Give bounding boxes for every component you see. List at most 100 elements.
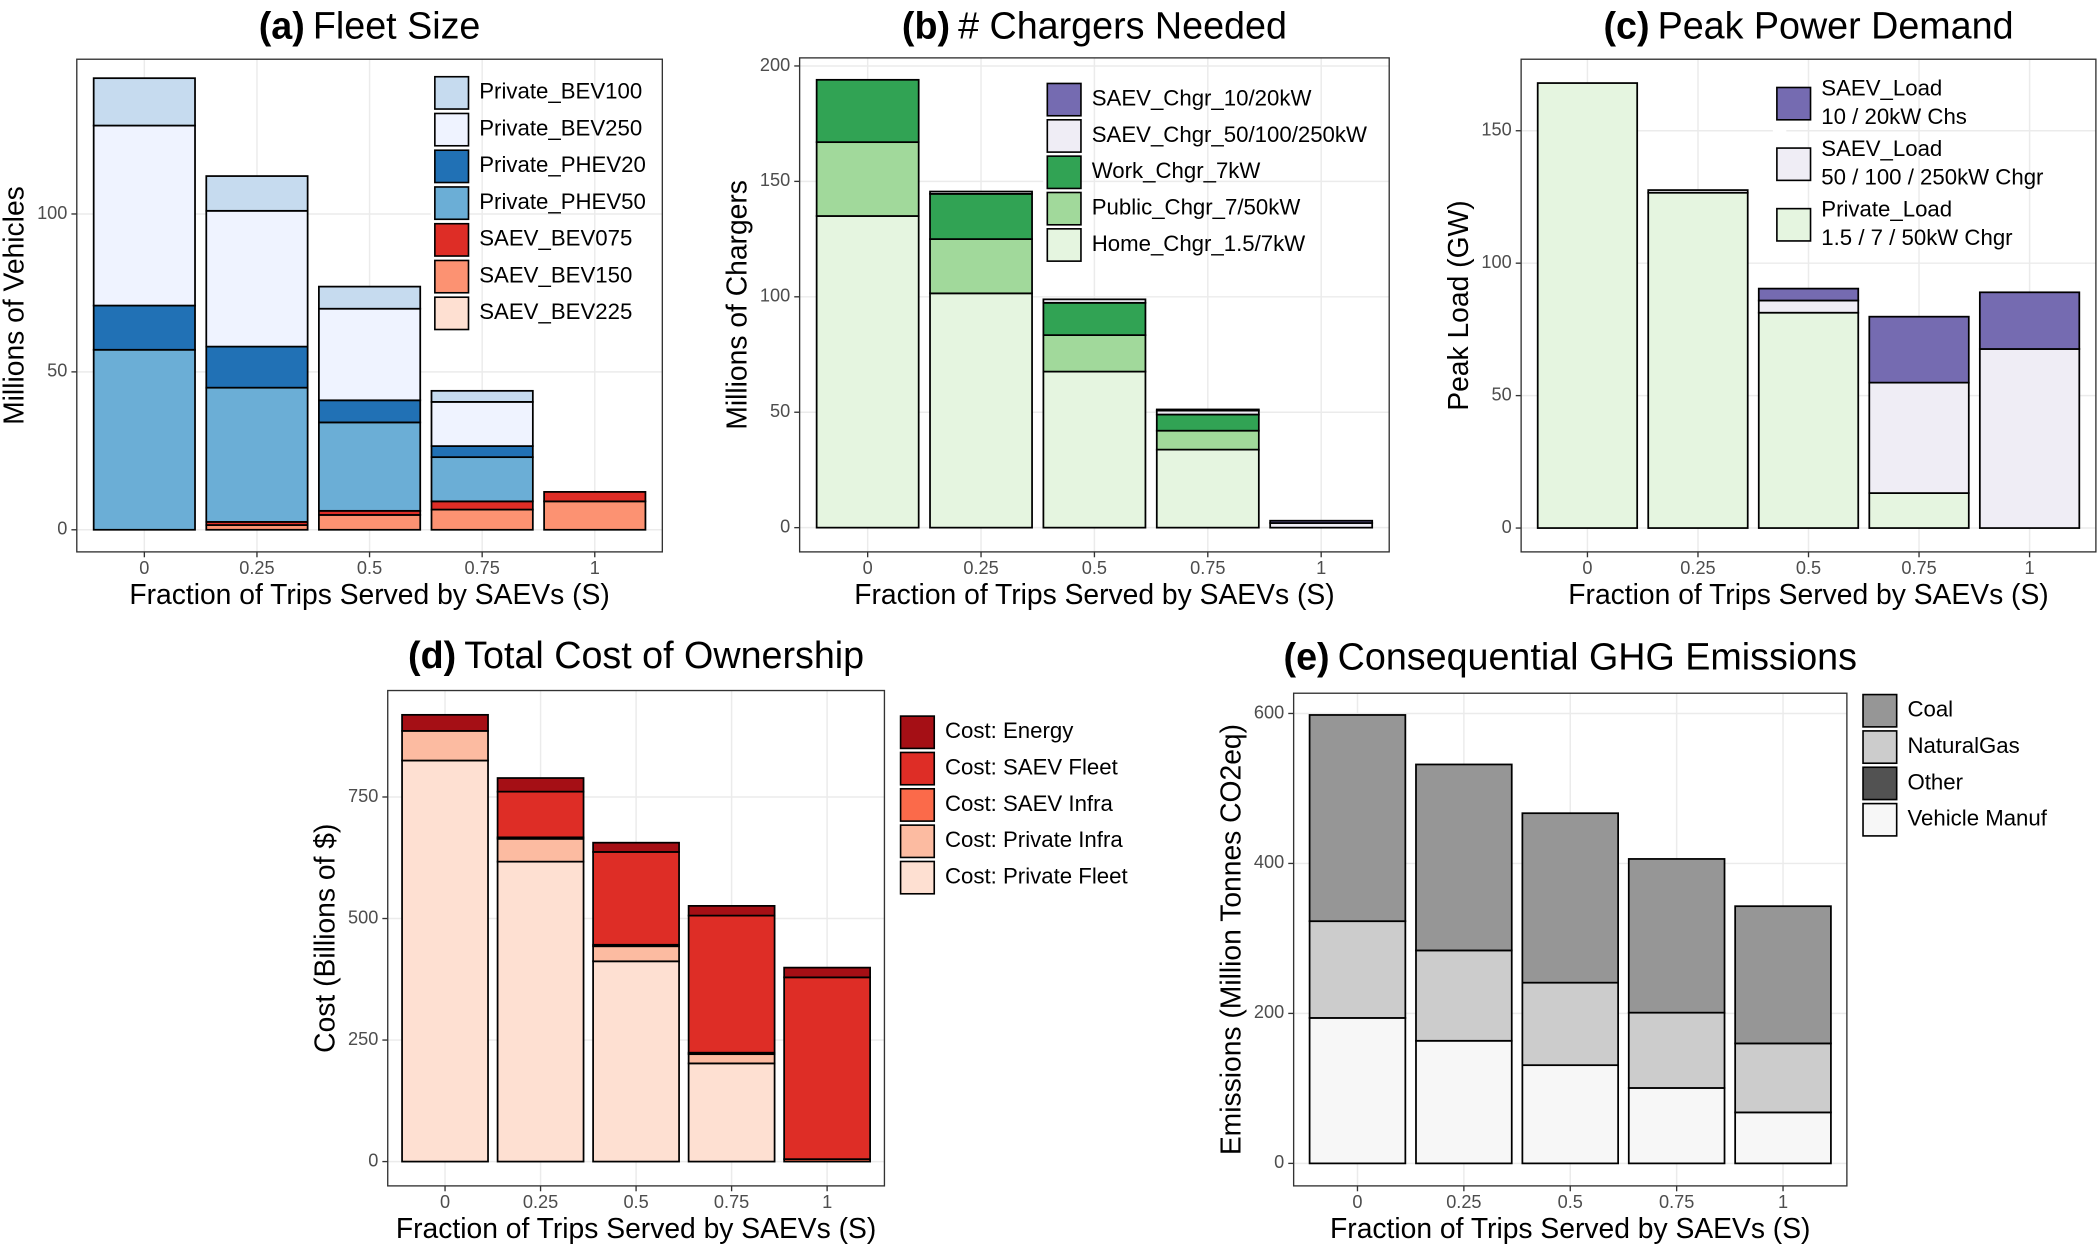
bar-segment — [1042, 370, 1147, 529]
bar-segment — [1269, 519, 1374, 524]
y-tick-label: 0 — [780, 516, 790, 536]
panel: (d) Total Cost of Ownership 0 250 500 750 0 0.2… — [309, 634, 1128, 1244]
legend-swatch — [1862, 693, 1898, 728]
legend-label: Cost: Private Fleet — [945, 863, 1128, 888]
y-tick-label: 600 — [1254, 702, 1284, 722]
x-tick-label: 1 — [1778, 1192, 1788, 1212]
title-text: Fleet Size — [313, 4, 481, 46]
legend-swatch — [434, 222, 470, 257]
bar-segment — [1042, 301, 1147, 337]
bar-segment — [1647, 191, 1749, 529]
bar-segment — [592, 841, 680, 853]
legend-label: Coal — [1907, 697, 1953, 722]
chart-title: (a) Fleet Size — [259, 4, 481, 46]
bar-segment — [1868, 381, 1970, 494]
panel-label: (d) — [408, 634, 456, 676]
x-tick-label: 0.75 — [1659, 1192, 1694, 1212]
bar-segment — [1415, 949, 1513, 1042]
bar-segment — [687, 905, 776, 917]
legend-swatch — [1046, 82, 1082, 117]
legend-swatch — [1046, 118, 1082, 153]
x-tick-label: 0.5 — [1082, 558, 1107, 578]
bar-segment — [92, 304, 196, 351]
y-tick-label: 500 — [348, 907, 378, 927]
bar-segment — [815, 141, 920, 217]
bar-segment — [1868, 492, 1970, 529]
y-tick-label: 150 — [760, 170, 790, 190]
x-axis-label: Fraction of Trips Served by SAEVs (S) — [396, 1212, 876, 1244]
legend-swatch — [434, 112, 470, 147]
legend-label: SAEV_BEV150 — [479, 262, 632, 287]
legend-label: Cost: SAEV Fleet — [945, 754, 1118, 779]
panel: (b) # Chargers Needed 0 50 100 150 200 0 0.25 0.5… — [721, 4, 1390, 610]
y-tick-label: 100 — [760, 286, 790, 306]
bar-segment — [205, 345, 309, 389]
x-tick-label: 0.25 — [523, 1192, 558, 1212]
legend-label: Vehicle Manuf — [1907, 806, 2047, 831]
panel-border — [1520, 58, 2097, 553]
y-tick-label: 750 — [348, 786, 378, 806]
bar-segment — [1627, 1011, 1726, 1089]
bar-segment — [543, 491, 647, 503]
legend-swatch — [1046, 228, 1082, 262]
x-tick-label: 0.75 — [1190, 558, 1225, 578]
legend-label: Work_Chgr_7kW — [1092, 158, 1261, 183]
bar-segment — [929, 238, 1033, 295]
bar-segment — [687, 914, 776, 1054]
panel-border — [387, 689, 886, 1187]
legend-swatch — [1046, 191, 1082, 226]
x-tick-label: 1 — [822, 1192, 832, 1212]
bar-segment — [1042, 298, 1147, 304]
bar-segment — [1734, 1042, 1832, 1114]
legend-label: Cost: Private Infra — [945, 827, 1123, 852]
x-tick-label: 0 — [139, 558, 149, 578]
x-tick-label: 0.5 — [1558, 1192, 1583, 1212]
legend-label: Home_Chgr_1.5/7kW — [1092, 231, 1306, 256]
bar-segment — [929, 190, 1033, 195]
y-tick-label: 400 — [1254, 852, 1284, 872]
title-text: # Chargers Needed — [958, 4, 1287, 46]
x-tick-label: 0.5 — [1796, 558, 1821, 578]
legend-label: Private_BEV100 — [479, 79, 642, 104]
y-axis-label: Emissions (Million Tonnes CO2eq) — [1215, 724, 1247, 1155]
legend-label: SAEV_Load 10 / 20kW Chs — [1821, 75, 1967, 128]
bar-segment — [687, 1062, 776, 1163]
x-tick-label: 0.75 — [464, 558, 499, 578]
y-tick-label: 200 — [760, 55, 790, 75]
bar-segment — [496, 837, 585, 863]
bar-segment — [592, 945, 680, 963]
legend-label: NaturalGas — [1907, 733, 2019, 758]
panel: (e) Consequential GHG Emissions 0 200 400 600… — [1215, 636, 2048, 1244]
legend-label: SAEV_Load 50 / 100 / 250kW Chgr — [1821, 136, 2044, 189]
bar-segment — [1155, 413, 1260, 432]
bar-segment — [1521, 812, 1620, 984]
legend-label: Other — [1907, 769, 1963, 794]
bar-segment — [815, 78, 920, 144]
bar-segment — [430, 456, 534, 503]
legend-swatch — [899, 824, 936, 859]
bar-segment — [205, 209, 309, 348]
bar-segment — [496, 790, 585, 839]
panel: (c) Peak Power Demand 0 50 100 150 0 0.25 0.5 0.7… — [1442, 4, 2097, 610]
bar-segment — [1647, 189, 1749, 194]
x-tick-label: 0.25 — [1680, 558, 1715, 578]
y-axis-label: Peak Load (GW) — [1442, 200, 1474, 410]
panel-label: (b) — [902, 4, 950, 46]
legend-swatch — [899, 715, 936, 750]
bar-segment — [929, 192, 1033, 240]
bar-segment — [1757, 287, 1860, 302]
bar-segment — [783, 966, 871, 979]
bar-segment — [430, 500, 534, 511]
bar-segment — [1978, 291, 2081, 350]
bar-segment — [1155, 448, 1260, 529]
bar-segment — [1308, 714, 1407, 923]
x-axis-label: Fraction of Trips Served by SAEVs (S) — [1568, 578, 2048, 610]
bar-segment — [401, 730, 489, 762]
legend-swatch — [1862, 802, 1898, 837]
x-tick-label: 0.25 — [1446, 1192, 1481, 1212]
x-tick-label: 0 — [440, 1192, 450, 1212]
x-tick-label: 0 — [863, 558, 873, 578]
bar-segment — [1868, 315, 1970, 384]
x-tick-label: 1 — [1316, 558, 1326, 578]
x-tick-label: 0.75 — [1901, 558, 1936, 578]
